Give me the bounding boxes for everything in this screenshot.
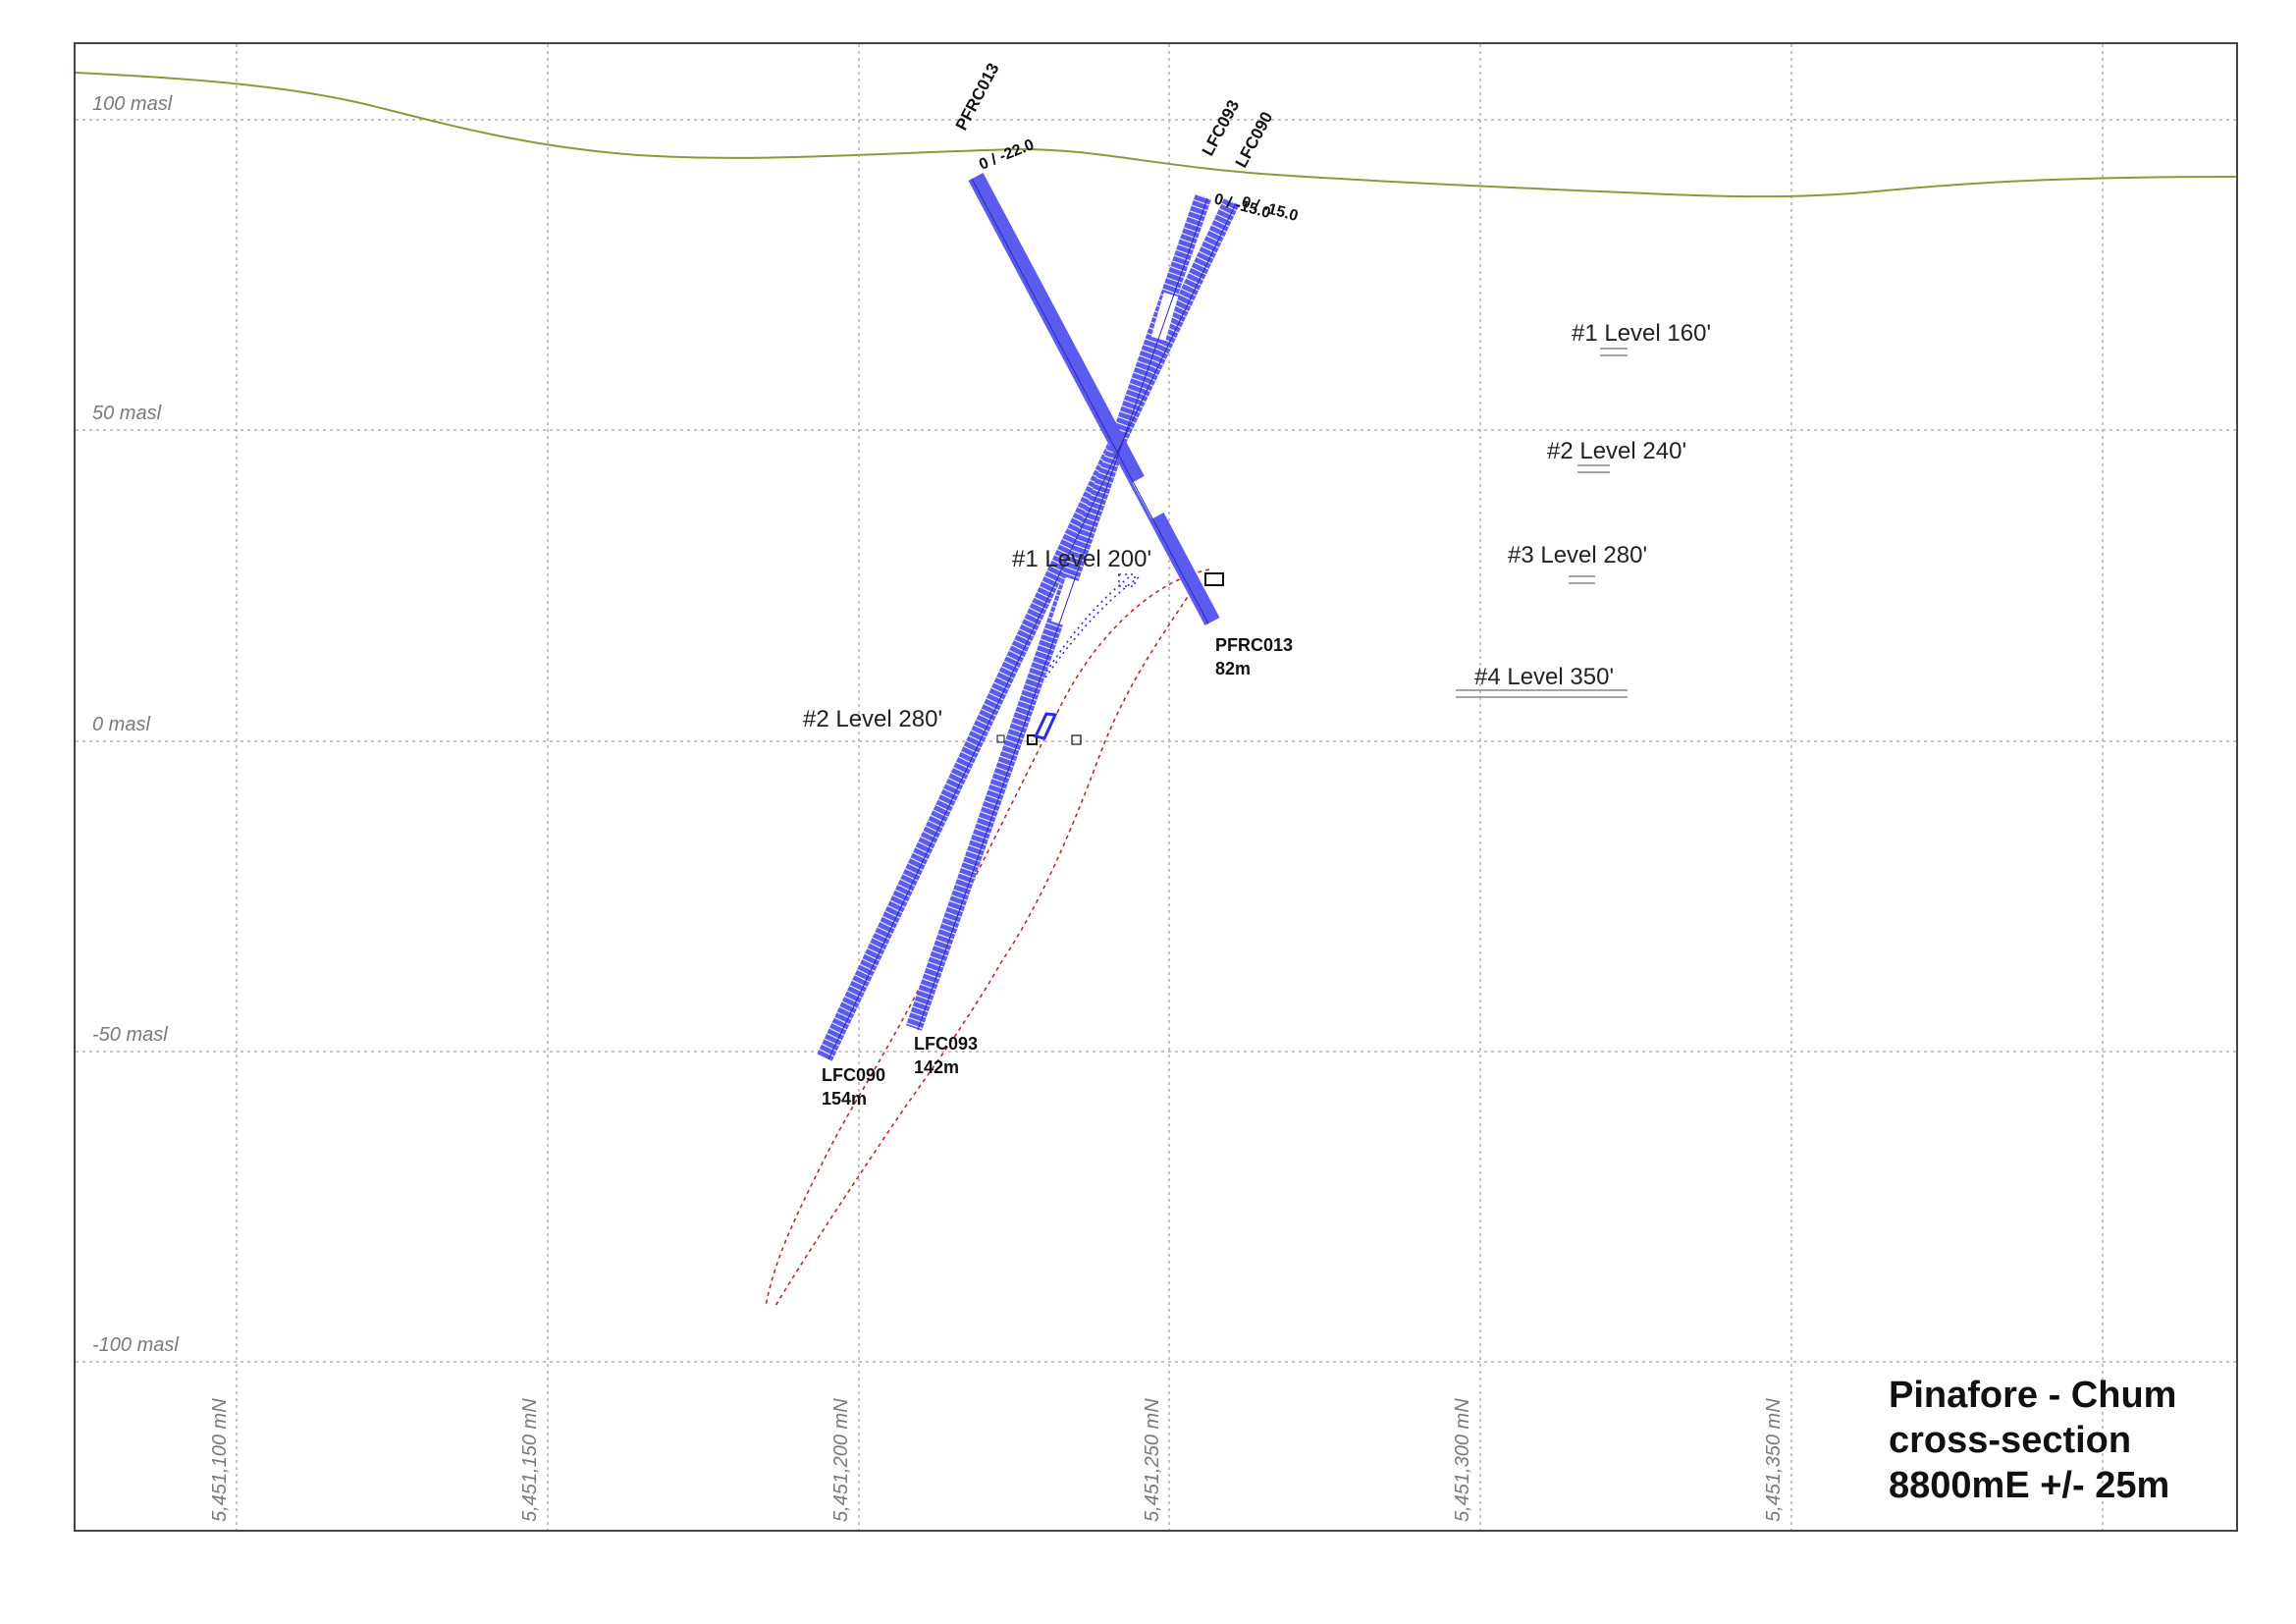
drillhole-pfrc013-edge: [971, 178, 1209, 624]
black-bracket-marker: [1204, 572, 1224, 586]
small-square-marker: [1027, 734, 1038, 745]
northing-label: 5,451,150 mN: [519, 1398, 541, 1522]
hole-end-name: PFRC013: [1215, 635, 1293, 655]
elevation-label: 100 masl: [92, 93, 173, 115]
hole-end-depth: 142m: [914, 1057, 959, 1077]
title-line: 8800mE +/- 25m: [1889, 1465, 2169, 1506]
elevation-label: 50 masl: [92, 403, 162, 424]
hole-end-depth: 82m: [1215, 659, 1251, 678]
northing-label: 5,451,250 mN: [1142, 1398, 1163, 1522]
drillhole-traces: [817, 173, 1240, 1061]
drillhole-lfc090-ticks: [817, 197, 1240, 1061]
drillhole-pfrc013-trace: [968, 173, 1220, 625]
drillhole-lfc090-edge: [828, 202, 1237, 1060]
title-block: Pinafore - Chum cross-section 8800mE +/-…: [1889, 1375, 2176, 1506]
title-line: Pinafore - Chum: [1889, 1375, 2176, 1416]
elevation-labels: 100 masl 50 masl 0 masl -50 masl -100 ma…: [92, 93, 179, 1356]
level-label: #4 Level 350': [1474, 664, 1614, 690]
small-square-marker: [996, 734, 1005, 743]
level-label: #1 Level 200': [1012, 546, 1151, 572]
hole-end-depth: 154m: [822, 1089, 867, 1109]
small-square-marker: [1071, 734, 1082, 745]
red-envelope-inner: [774, 583, 1197, 1307]
level-label: #3 Level 280': [1508, 542, 1647, 568]
elevation-label: -50 masl: [92, 1024, 168, 1046]
hole-end-name: LFC093: [914, 1034, 978, 1054]
level-label: #2 Level 280': [803, 706, 942, 732]
northing-label: 5,451,300 mN: [1452, 1398, 1473, 1522]
drillhole-pfrc013-gap: [1132, 475, 1165, 519]
northing-label: 5,451,350 mN: [1763, 1398, 1785, 1522]
grid: [76, 44, 2236, 1530]
topography-line: [75, 72, 2237, 198]
northing-label: 5,451,200 mN: [830, 1398, 852, 1522]
level-label: #1 Level 160': [1572, 320, 1711, 347]
drillhole-lfc093-gap: [1150, 292, 1179, 342]
hole-markers: [996, 572, 1224, 745]
elevation-label: -100 masl: [92, 1334, 179, 1356]
blue-trapezoid-marker: [1033, 712, 1058, 740]
section-frame: [74, 42, 2238, 1532]
level-label: #2 Level 240': [1547, 438, 1686, 464]
hole-end-labels: PFRC013 82m LFC093 142m LFC090 154m: [822, 635, 1293, 1109]
northing-labels: 5,451,100 mN 5,451,150 mN 5,451,200 mN 5…: [209, 1398, 1785, 1522]
title-line: cross-section: [1889, 1420, 2131, 1461]
drillhole-lfc093-gap: [1050, 576, 1081, 626]
northing-label: 5,451,100 mN: [209, 1398, 231, 1522]
blue-dotted-box: [1118, 573, 1136, 587]
blue-dotted-line: [1044, 576, 1140, 678]
hole-end-name: LFC090: [822, 1065, 885, 1085]
elevation-label: 0 masl: [92, 714, 150, 735]
drillhole-lfc093-edge: [917, 197, 1208, 1031]
level-labels: #1 Level 160' #2 Level 240' #3 Level 280…: [803, 320, 1711, 732]
